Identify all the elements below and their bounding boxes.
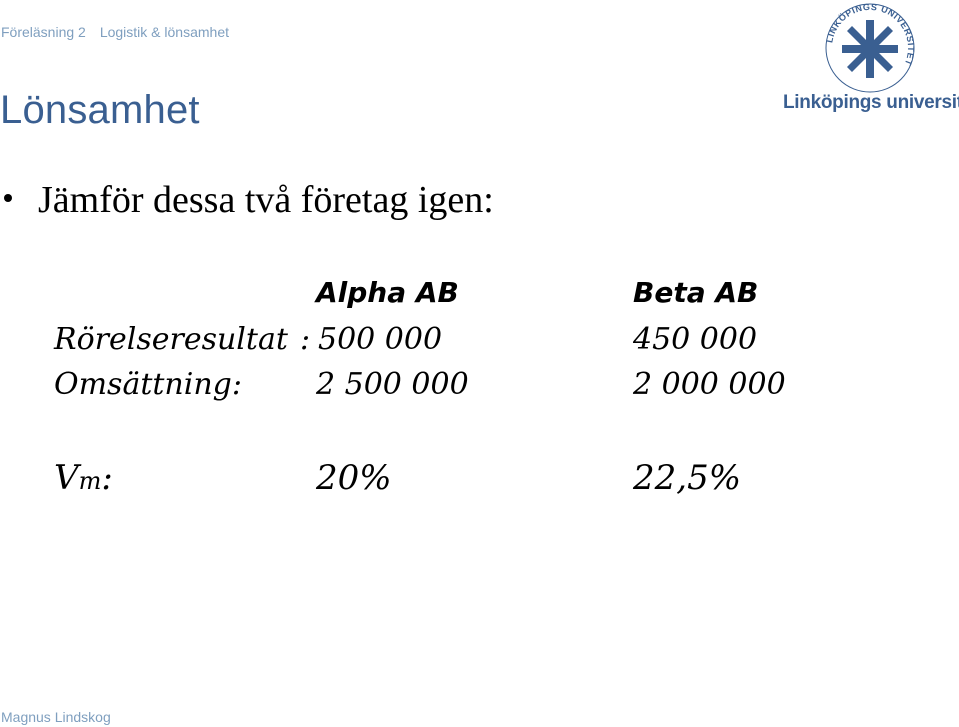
cell-beta-omsattning: 2 000 000 [633, 367, 786, 402]
row-separator: : [300, 322, 311, 357]
page-title: Lönsamhet [0, 88, 200, 132]
breadcrumb: Föreläsning 2 Logistik & lönsamhet [1, 24, 229, 40]
bullet-item: Jämför dessa två företag igen: [4, 178, 494, 222]
row-label-rorelseresultat: Rörelseresultat [54, 322, 288, 357]
footer-author: Magnus Lindskog [1, 709, 111, 725]
row-label-vinstmarginal: Vm: [54, 458, 113, 498]
bullet-dot-icon [4, 194, 12, 202]
column-header-beta: Beta AB [633, 276, 759, 309]
vm-main: V [54, 458, 79, 498]
university-logo: Linköpings universitet [783, 92, 959, 113]
cell-alpha-vinstmarginal: 20% [316, 458, 392, 498]
column-header-alpha: Alpha AB [316, 276, 459, 309]
vm-sub: m [78, 467, 102, 495]
cell-beta-rorelseresultat: 450 000 [633, 322, 758, 357]
vm-suffix: : [101, 458, 113, 498]
liu-seal-icon: LINKÖPINGS UNIVERSITET [824, 2, 915, 93]
cell-alpha-rorelseresultat: 500 000 [318, 322, 443, 357]
row-label-omsattning: Omsättning: [54, 367, 242, 402]
breadcrumb-topic: Logistik & lönsamhet [99, 24, 230, 40]
bullet-text: Jämför dessa två företag igen: [38, 179, 494, 221]
breadcrumb-course: Föreläsning 2 [1, 24, 86, 40]
cell-alpha-omsattning: 2 500 000 [316, 367, 469, 402]
cell-beta-vinstmarginal: 22,5% [633, 458, 742, 498]
